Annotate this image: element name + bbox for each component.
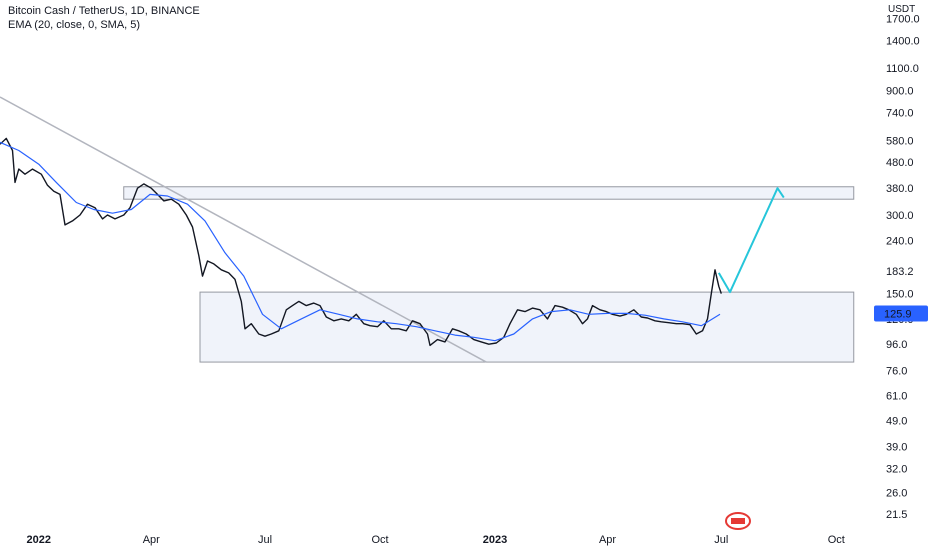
y-tick-label: 49.0 [886, 415, 907, 427]
y-tick-label: 900.0 [886, 86, 914, 98]
tradingview-logo-icon [725, 512, 751, 530]
trendline [0, 96, 487, 363]
y-tick-label: 32.0 [886, 464, 907, 476]
indicator-legend[interactable]: EMA (20, close, 0, SMA, 5) [8, 19, 141, 31]
axis-unit: USDT [888, 4, 915, 15]
lines-layer [0, 96, 785, 363]
y-tick-label: 61.0 [886, 391, 907, 403]
logo-bar [731, 518, 745, 524]
y-tick-label: 183.2 [886, 266, 914, 278]
y-tick-label: 39.0 [886, 441, 907, 453]
y-tick-label: 96.0 [886, 339, 907, 351]
resistance-zone [123, 186, 855, 200]
x-tick-label: 2023 [483, 534, 507, 546]
y-tick-label: 26.0 [886, 487, 907, 499]
x-tick-label: Jul [714, 534, 728, 546]
x-tick-label: Apr [143, 534, 160, 546]
y-tick-label: 580.0 [886, 135, 914, 147]
x-tick-label: 2022 [27, 534, 51, 546]
y-tick-label: 76.0 [886, 366, 907, 378]
y-tick-label: 480.0 [886, 157, 914, 169]
y-tick-label: 240.0 [886, 235, 914, 247]
ema-series-line [0, 141, 721, 342]
price-axis: 1700.0 1400.0 1100.0 900.0 740.0 580.0 480.0 38… [886, 13, 920, 520]
y-tick-label: 150.0 [886, 289, 914, 301]
chart-title: Bitcoin Cash / TetherUS, 1D, BINANCE [8, 5, 200, 17]
y-tick-label: 1100.0 [886, 63, 919, 75]
x-tick-label: Oct [371, 534, 388, 546]
x-tick-label: Jul [258, 534, 272, 546]
y-tick-label: 1400.0 [886, 35, 920, 47]
y-tick-label: 21.5 [886, 509, 907, 521]
zones-layer [123, 186, 855, 363]
projection-arrow [717, 187, 785, 294]
range-zone [199, 291, 855, 363]
y-tick-label: 300.0 [886, 210, 914, 222]
y-tick-label: 380.0 [886, 183, 914, 195]
x-tick-label: Apr [599, 534, 616, 546]
x-tick-label: Oct [828, 534, 845, 546]
price-tag-bg [874, 305, 928, 322]
current-price-tag: 125.9 [874, 305, 928, 322]
price-tag-label: 125.9 [884, 308, 912, 320]
time-axis: 2022 Apr Jul Oct 2023 Apr Jul Oct [27, 534, 845, 546]
y-tick-label: 1700.0 [886, 13, 920, 25]
y-tick-label: 740.0 [886, 108, 914, 120]
